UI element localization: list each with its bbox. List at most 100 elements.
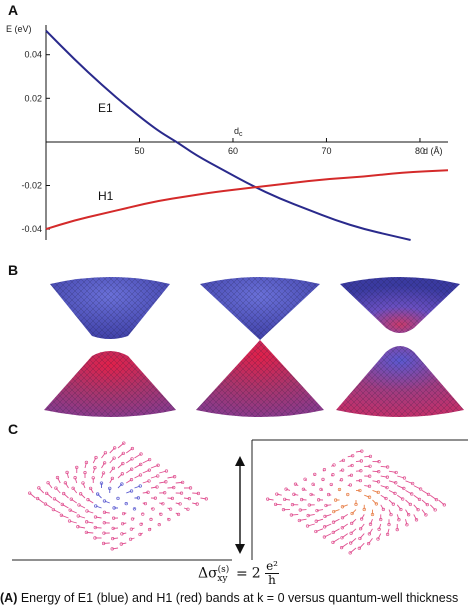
- spin-arrow: [276, 493, 282, 496]
- spin-arrow-head: [76, 514, 80, 518]
- spin-arrow-head: [368, 474, 372, 478]
- spin-arrow-head: [393, 491, 397, 496]
- spin-arrow-head: [408, 502, 412, 507]
- spin-arrow-head: [83, 470, 87, 475]
- spin-arrow-head: [111, 466, 116, 470]
- spin-arrow-head: [37, 486, 41, 490]
- spin-arrow: [159, 502, 163, 505]
- spin-arrow-head: [359, 469, 363, 473]
- spin-arrow-head: [146, 490, 150, 494]
- spin-arrow-head: [159, 512, 163, 516]
- spin-arrow-head: [120, 472, 125, 476]
- spin-arrow-head: [129, 527, 134, 531]
- spin-arrow-head: [195, 502, 199, 506]
- spin-arrow-head: [377, 527, 381, 531]
- spin-arrow: [405, 509, 409, 515]
- spin-arrow-head: [167, 517, 171, 522]
- spin-arrow-head: [339, 478, 344, 482]
- spin-arrow-head: [426, 492, 431, 497]
- spin-arrow-head: [368, 454, 373, 458]
- spin-arrow-head: [367, 484, 372, 488]
- spin-arrow-head: [128, 537, 133, 541]
- spin-arrow-head: [59, 513, 64, 517]
- spin-arrow-head: [143, 501, 148, 506]
- spin-arrow-head: [425, 503, 429, 507]
- spin-arrow-head: [102, 510, 107, 514]
- spin-arrow-head: [176, 512, 181, 517]
- spin-hall-formula: Δσ(s)xy = 2 e² h: [198, 559, 279, 587]
- spin-arrow-head: [141, 512, 145, 516]
- x-tick-label: 60: [228, 146, 238, 156]
- spin-arrow-head: [322, 535, 327, 539]
- spin-arrow-head: [65, 470, 69, 475]
- spin-arrow-head: [410, 492, 414, 496]
- spin-arrow-head: [168, 507, 173, 511]
- spin-arrow-head: [368, 464, 372, 468]
- spin-arrow-head: [138, 484, 142, 488]
- spin-arrow-head: [315, 508, 319, 513]
- spin-arrow-head: [359, 517, 364, 521]
- spin-arrow-head: [314, 529, 318, 534]
- spin-arrow-head: [358, 488, 362, 493]
- spin-arrow-head: [139, 462, 143, 467]
- spin-arrow-head: [332, 463, 336, 467]
- spin-arrow-head: [180, 480, 185, 485]
- spin-arrow-head: [331, 520, 336, 524]
- spin-arrow-head: [129, 489, 134, 493]
- spin-arrow-head: [348, 551, 352, 555]
- y-axis-label: E (eV): [6, 24, 32, 34]
- spin-arrow-head: [322, 467, 327, 472]
- spin-arrow-head: [298, 508, 302, 512]
- spin-arrow-head: [358, 527, 363, 531]
- spin-arrow: [355, 460, 362, 463]
- spin-arrow-head: [86, 498, 90, 502]
- spin-arrow: [351, 509, 357, 514]
- spin-arrow-head: [283, 497, 287, 501]
- spin-field-left: [28, 441, 208, 551]
- spin-arrow-head: [367, 532, 372, 536]
- spin-arrow: [325, 504, 332, 506]
- x-tick-label: 80: [415, 146, 425, 156]
- spin-arrow-head: [93, 466, 97, 470]
- spin-arrow-head: [397, 518, 401, 522]
- spin-arrow: [65, 482, 69, 489]
- spin-arrow-head: [389, 512, 393, 517]
- spin-arrow: [347, 474, 352, 477]
- spin-arrow-head: [293, 482, 298, 486]
- spin-arrow-head: [149, 517, 153, 522]
- spin-arrow-head: [102, 461, 107, 465]
- spin-arrow-head: [103, 451, 108, 455]
- spin-arrow-head: [99, 481, 104, 485]
- x-tick-label: 70: [321, 146, 331, 156]
- spin-arrow: [87, 499, 94, 504]
- spin-arrow-head: [63, 481, 68, 485]
- spin-arrow-head: [306, 513, 310, 518]
- spin-arrow-head: [387, 522, 391, 527]
- spin-arrow-head: [374, 502, 379, 506]
- spin-arrow: [82, 482, 86, 489]
- spin-arrow-head: [93, 515, 98, 519]
- spin-arrow-head: [311, 482, 315, 486]
- spin-texture-panels: [12, 439, 468, 561]
- spin-arrow-head: [113, 446, 117, 450]
- spin-arrow-head: [51, 507, 56, 512]
- spin-arrow-head: [35, 496, 40, 501]
- spin-arrow-head: [45, 491, 49, 495]
- spin-arrow: [117, 473, 123, 479]
- spin-arrow-head: [95, 492, 100, 496]
- spin-arrow-head: [323, 514, 327, 519]
- panel-letter-a: A: [8, 2, 19, 18]
- spin-arrow-head: [416, 508, 420, 512]
- spin-arrow: [117, 483, 123, 489]
- spin-arrow-head: [323, 525, 327, 529]
- spin-arrow: [284, 498, 291, 501]
- spin-arrow-head: [348, 483, 353, 487]
- spin-arrow-head: [340, 505, 345, 509]
- spin-arrow-head: [121, 461, 125, 466]
- spin-arrow-head: [138, 473, 143, 477]
- spin-arrow: [101, 472, 104, 479]
- cone-pair-dirac: [196, 277, 324, 417]
- spin-arrow-head: [331, 530, 335, 535]
- spin-arrow-head: [147, 468, 151, 472]
- spin-arrow-head: [273, 502, 278, 506]
